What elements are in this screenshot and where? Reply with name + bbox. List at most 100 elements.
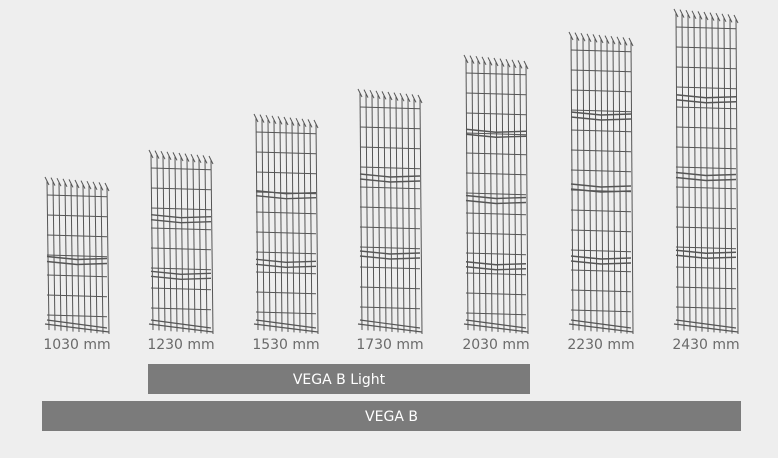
wire-horizontal [255, 231, 317, 235]
wire-horizontal [570, 149, 632, 153]
wire-vertical [365, 93, 369, 331]
wire-spike [586, 33, 592, 43]
bend [359, 173, 421, 183]
wire-spike [727, 14, 733, 23]
wire-spike [363, 89, 369, 98]
wire-vertical [198, 158, 202, 334]
wire-horizontal [570, 229, 632, 233]
wire-horizontal [150, 287, 212, 291]
wire-spike [80, 180, 86, 189]
wire-spike [673, 8, 679, 18]
wire-horizontal [465, 152, 527, 156]
wire-horizontal [675, 46, 737, 50]
wire-spike [313, 119, 319, 129]
wire-horizontal [465, 172, 527, 176]
bottom-wire [463, 319, 529, 333]
wire-horizontal [46, 254, 108, 258]
fence-panel [44, 176, 110, 335]
wire-horizontal [570, 269, 632, 273]
wire-horizontal [465, 212, 527, 216]
wire-spike [154, 150, 160, 159]
wire-spike [493, 57, 499, 67]
wire-horizontal [359, 206, 421, 210]
wire-spike [463, 54, 469, 64]
wire-vertical [70, 183, 74, 332]
wire-spike [511, 59, 517, 69]
wire-horizontal [465, 112, 527, 116]
wire-spike [393, 92, 399, 101]
wire-spike [709, 12, 715, 21]
bend [675, 94, 737, 104]
wire-horizontal [150, 227, 212, 231]
wire-spike [610, 35, 616, 45]
wire-spike [295, 117, 301, 127]
wire-horizontal [675, 306, 737, 310]
wire-horizontal [150, 267, 212, 271]
wire-horizontal [675, 186, 737, 190]
wire-horizontal [570, 289, 632, 293]
wire-spike [592, 34, 598, 43]
wire-vertical [309, 123, 313, 334]
wire-vertical [52, 181, 56, 331]
wire-horizontal [46, 314, 108, 318]
wire-spike [277, 116, 283, 125]
wire-horizontal [359, 126, 421, 130]
bottom-wire [253, 319, 319, 333]
wire-spike [166, 151, 172, 161]
wire-spike [44, 176, 50, 186]
wire-vertical [192, 158, 196, 333]
bend [570, 255, 632, 265]
wire-vertical [64, 182, 68, 332]
wire-horizontal [675, 86, 737, 90]
wire-spike [622, 37, 628, 46]
wire-spike [62, 178, 68, 188]
wire-spike [381, 91, 387, 100]
wire-vertical [371, 94, 375, 331]
wire-spike [679, 9, 685, 18]
wire-vertical [377, 94, 381, 332]
wire-spike [499, 58, 505, 67]
wire-horizontal [675, 166, 737, 170]
wire-vertical [705, 15, 709, 333]
wire-spike [98, 182, 104, 191]
bend [465, 194, 527, 205]
wire-horizontal [359, 246, 421, 250]
wire-spike [208, 155, 214, 165]
wire-vertical [297, 122, 301, 333]
wire-vertical [255, 117, 259, 331]
wire-spike [417, 94, 423, 104]
wire-vertical [477, 60, 481, 331]
wire-vertical [150, 153, 154, 331]
wire-horizontal [675, 226, 737, 230]
wire-spike [160, 150, 166, 160]
wire-horizontal [255, 271, 317, 275]
wire-vertical [106, 186, 110, 335]
wire-vertical [210, 159, 214, 335]
wire-horizontal [465, 292, 527, 296]
bottom-wire [148, 319, 214, 333]
wire-horizontal [675, 146, 737, 150]
wire-spike [523, 60, 529, 70]
wire-vertical [315, 123, 319, 335]
wire-vertical [267, 119, 271, 331]
wire-vertical [606, 39, 610, 333]
range-label: VEGA B [365, 409, 418, 425]
bottom-wire [44, 319, 110, 333]
wire-spike [56, 177, 62, 187]
wire-spike [628, 37, 634, 47]
fence-panel [463, 54, 529, 335]
wire-spike [604, 35, 610, 44]
bend [255, 189, 317, 200]
bend [255, 258, 317, 269]
wire-vertical [156, 154, 160, 331]
wire-vertical [624, 41, 628, 334]
fence-panel [568, 31, 634, 335]
wire-vertical [261, 118, 265, 331]
wire-vertical [483, 60, 487, 332]
panel-label: 2030 mm [462, 337, 529, 353]
wire-vertical [576, 36, 580, 331]
wire-horizontal [255, 171, 317, 175]
wire-vertical [204, 159, 208, 334]
wire-spike [92, 181, 98, 191]
